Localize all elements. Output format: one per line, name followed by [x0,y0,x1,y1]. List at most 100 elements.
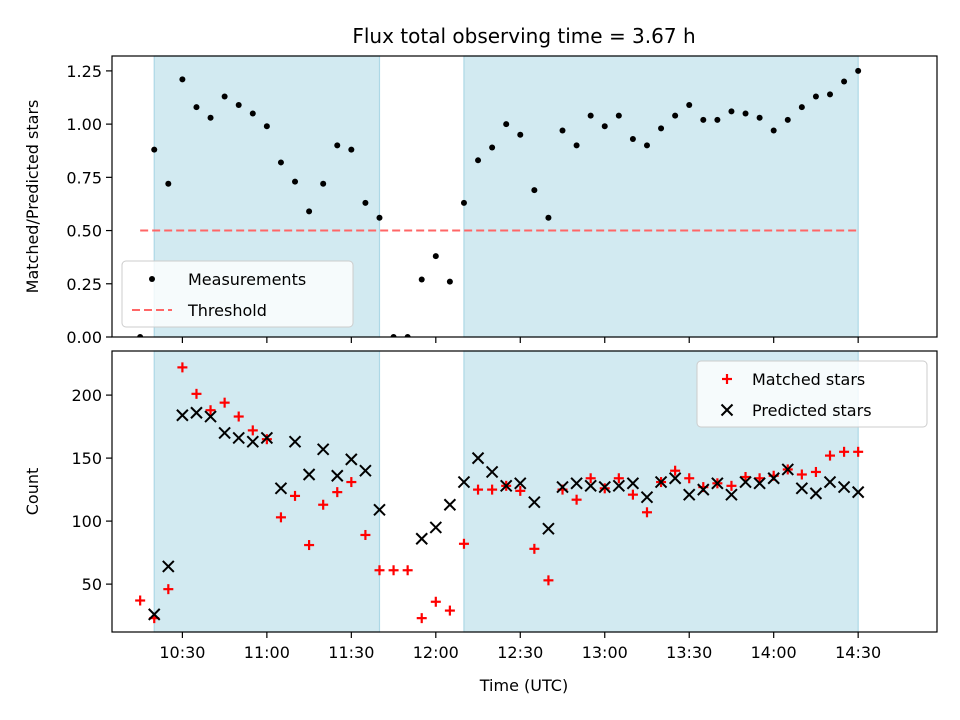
measurement-point [193,104,200,111]
predicted-stars-point [485,465,499,479]
measurement-point [460,199,467,206]
matched-stars-point [219,397,230,408]
matched-stars-point [163,584,174,595]
measurement-point [418,276,425,283]
chart-title: Flux total observing time = 3.67 h [352,24,695,48]
predicted-stars-point [359,464,372,477]
predicted-stars-point [148,608,161,621]
y-tick-label: 0.75 [66,168,102,187]
predicted-stars-point [612,479,626,493]
measurement-point [517,131,524,138]
predicted-stars-point [711,477,724,490]
matched-stars-point [388,565,399,576]
matched-stars-point [290,490,301,501]
measurement-point [573,142,580,149]
predicted-stars-point [429,521,443,534]
measurement-point [798,104,805,111]
predicted-stars-point [457,475,471,489]
bottom-panel: 50 100 150 200 10:30 11:00 11:30 12:00 12:30 13:0… [23,350,938,662]
matched-stars-point [684,473,695,484]
predicted-stars-point [218,426,231,440]
matched-stars-point [810,466,821,477]
x-tick-label: 10:30 [159,643,205,662]
y-tick-label: 50 [82,575,102,594]
measurement-point [489,144,496,151]
legend-label: Matched stars [752,370,865,389]
matched-stars-point [571,494,582,505]
matched-stars-point [627,489,638,500]
y-tick-label: 150 [71,449,102,468]
measurement-point [686,101,693,108]
matched-stars-point [304,540,315,551]
x-axis-label: Time (UTC) [479,676,568,695]
predicted-stars-point [795,482,809,495]
x-tick-label: 13:30 [666,643,712,662]
matched-stars-point [487,484,498,495]
matched-stars-point [796,469,807,480]
measurement-point [545,214,552,221]
measurement-point [784,116,791,123]
axes-frame [111,55,938,338]
measurement-point [179,76,186,83]
legend-marker [149,276,155,282]
y-tick-label: 100 [71,512,102,531]
predicted-stars-point [767,472,780,485]
matched-stars-point [458,538,469,549]
predicted-stars-point [190,406,203,419]
predicted-stars-point [288,435,302,448]
predicted-stars-point [837,480,851,494]
matched-stars-point [641,507,652,518]
y-tick-label: 1.00 [66,115,102,134]
measurement-point [249,110,256,117]
predicted-stars-point [556,480,569,494]
measurement-point [714,116,721,123]
matched-stars-point [613,473,624,484]
measurement-point [601,123,608,130]
measurement-point [658,125,665,132]
predicted-stars-point [654,475,668,489]
measurement-point [827,91,834,98]
measurement-point [334,142,341,149]
measurement-point [446,278,453,285]
matched-stars-point [346,477,357,488]
predicted-stars-point [584,479,597,493]
matched-stars-point [670,465,681,476]
measurement-point [277,159,284,166]
matched-stars-point [332,487,343,498]
measurement-point [615,112,622,119]
measurement-point [812,93,819,100]
measurement-point [475,157,482,164]
top-panel: 0.00 0.25 0.50 0.75 1.00 1.25 Matched/Predicte… [23,55,938,347]
legend-marker [720,403,734,417]
predicted-stars-point [204,410,217,423]
matched-stars-point [402,565,413,576]
predicted-stars-point [851,485,865,499]
measurement-point [235,101,242,108]
measurement-point [404,334,411,337]
measurement-point [559,127,566,134]
matched-stars-point [726,480,737,491]
predicted-stars-point [471,451,485,465]
x-tick-label: 14:30 [835,643,881,662]
x-tick-label: 11:00 [244,643,290,662]
matched-stars-point [529,543,540,554]
predicted-stars-point [345,453,358,466]
measurement-point [320,180,327,187]
legend-label: Measurements [188,270,306,289]
measurement-point [207,114,214,121]
measurement-point [376,214,383,221]
predicted-stars-point [443,498,457,511]
matched-stars-point [825,450,836,461]
legend-label: Predicted stars [752,401,872,420]
matched-stars-point [416,613,427,624]
measurement-point [672,112,679,119]
measurement-point [432,253,439,260]
measurement-point [165,180,172,187]
matched-stars-point [275,512,286,523]
predicted-stars-point [514,477,527,490]
matched-stars-point [853,446,864,457]
y-tick-label: 200 [71,386,102,405]
matched-stars-point [444,605,455,616]
predicted-stars-point [725,488,738,501]
